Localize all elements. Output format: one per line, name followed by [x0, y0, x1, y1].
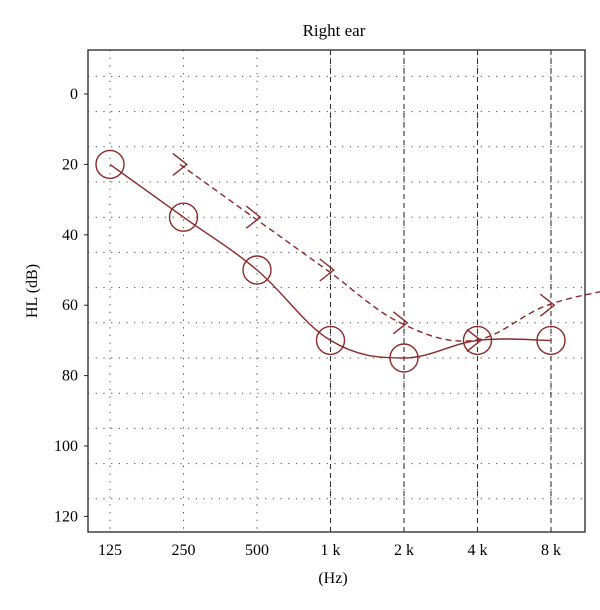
x-tick-labels: 125 250 500 1 k 2 k 4 k 8 k	[98, 542, 561, 559]
data-point-circle	[536, 325, 566, 356]
data-point-bracket	[392, 311, 409, 335]
y-axis-label: HL (dB)	[24, 264, 41, 318]
y-tick-label: 60	[62, 297, 78, 314]
y-tick-labels: 0 20 40 60 80 100 120	[54, 86, 88, 525]
y-tick-label: 40	[62, 227, 78, 244]
x-tick-label: 4 k	[468, 542, 488, 559]
data-point-bracket	[539, 293, 556, 317]
data-point-circle	[315, 325, 346, 356]
x-axis-label: (Hz)	[318, 570, 347, 587]
y-tick-label: 0	[70, 86, 78, 103]
chart-title: Right ear	[303, 21, 366, 40]
x-tick-label: 500	[245, 542, 269, 559]
y-tick-label: 80	[62, 368, 78, 385]
data-point-bracket	[245, 205, 262, 229]
data-point-circle	[95, 149, 125, 180]
series-layer	[95, 149, 600, 373]
plot-area	[87, 49, 586, 533]
x-tick-label: 2 k	[394, 542, 414, 559]
data-point-bracket	[319, 258, 335, 282]
data-point-circle	[168, 202, 199, 232]
data-point-circle	[462, 325, 493, 356]
y-tick-label: 100	[54, 438, 78, 455]
x-tick-label: 8 k	[541, 542, 561, 559]
y-tick-label: 20	[62, 156, 78, 173]
x-tick-label: 125	[98, 542, 122, 559]
data-point-circle	[389, 343, 419, 373]
grid	[88, 50, 585, 532]
y-tick-label: 120	[54, 508, 78, 525]
data-point-circle	[242, 255, 272, 285]
data-point-bracket	[466, 328, 482, 352]
data-point-bracket	[172, 152, 188, 176]
x-tick-label: 250	[172, 542, 196, 559]
series-line-dashed	[179, 163, 600, 342]
x-tick-label: 1 k	[321, 542, 341, 559]
